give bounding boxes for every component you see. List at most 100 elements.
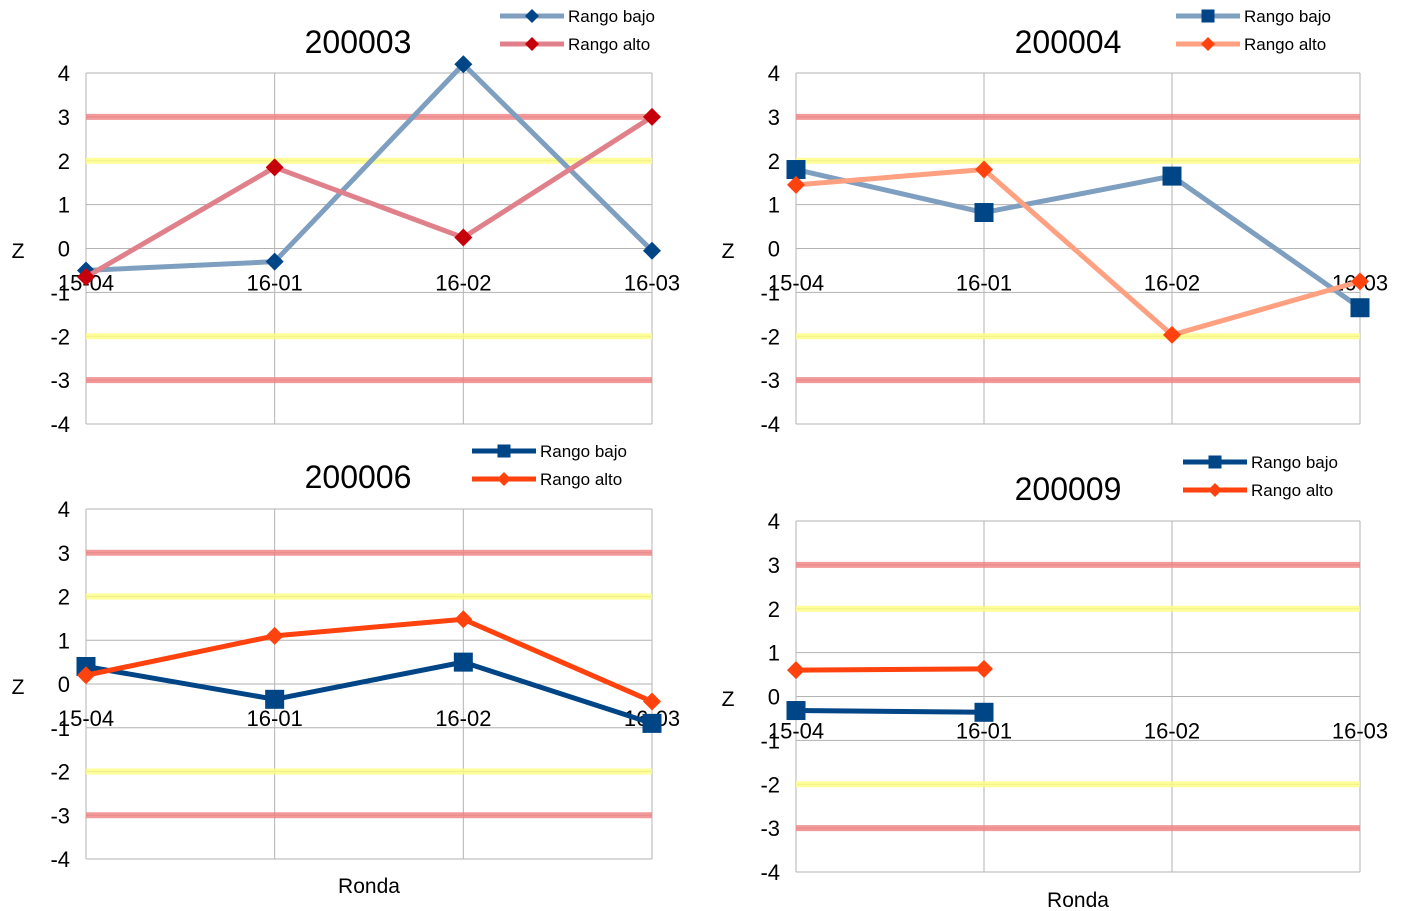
data-point [454, 228, 473, 247]
data-point [974, 203, 994, 223]
data-point [265, 626, 284, 645]
x-tick-label: 16-02 [435, 271, 491, 296]
legend-label: Rango alto [568, 35, 650, 54]
y-tick-label: 0 [768, 237, 780, 262]
data-point [975, 160, 993, 179]
data-point [643, 241, 661, 260]
legend-marker [1201, 37, 1215, 51]
y-axis-label: Z [12, 676, 25, 699]
y-tick-label: 4 [58, 497, 70, 522]
y-tick-label: -2 [760, 772, 780, 797]
data-point [786, 701, 806, 721]
data-point [1351, 272, 1369, 291]
x-tick-label: 16-02 [1144, 719, 1200, 744]
y-tick-label: -3 [760, 368, 780, 393]
data-point [453, 652, 473, 672]
data-point [975, 659, 993, 678]
chart-panel-200006: 43210-1-2-3-415-0416-0116-0216-03200006Z… [12, 442, 681, 898]
y-tick-label: 3 [768, 553, 780, 578]
chart-title: 200006 [305, 459, 412, 495]
data-point [642, 713, 662, 733]
y-tick-label: -3 [50, 368, 70, 393]
y-tick-label: 0 [58, 237, 70, 262]
y-axis-label: Z [12, 240, 25, 263]
y-tick-label: 3 [58, 105, 70, 130]
y-tick-label: 4 [58, 61, 70, 86]
legend-label: Rango bajo [540, 442, 627, 461]
chart-panel-200004: 43210-1-2-3-415-0416-0116-0216-03200004Z… [722, 7, 1389, 437]
series-line-1 [84, 114, 654, 280]
chart-title: 200003 [305, 24, 412, 60]
data-point [265, 252, 284, 271]
data-point [454, 610, 473, 629]
legend-marker [497, 472, 511, 486]
x-tick-label: 15-04 [768, 271, 824, 296]
y-tick-label: -1 [50, 716, 70, 741]
legend-label: Rango alto [1251, 481, 1333, 500]
chart-panel-200009: 4 3 2 1 0 -1 -2 -3 -4 15-04 16-01 16-02 16-03 200009 Z… [722, 453, 1389, 911]
y-tick-label: -1 [760, 280, 780, 305]
legend-label: Rango bajo [568, 7, 655, 26]
y-tick-label: 2 [58, 149, 70, 174]
y-tick-label: -2 [50, 324, 70, 349]
y-tick-label: 1 [58, 628, 70, 653]
y-tick-label: -3 [50, 803, 70, 828]
y-tick-label: -3 [760, 816, 780, 841]
legend-label: Rango alto [1244, 35, 1326, 54]
data-point [643, 692, 661, 711]
series-line-1 [85, 616, 653, 704]
legend-label: Rango bajo [1251, 453, 1338, 472]
y-tick-label: 0 [768, 685, 780, 710]
data-point [787, 661, 805, 680]
series-line-0 [85, 61, 654, 273]
data-point [787, 175, 805, 194]
y-tick-label: -4 [50, 847, 70, 872]
y-tick-label: 4 [768, 61, 780, 86]
y-tick-label: 2 [768, 597, 780, 622]
x-tick-label: 15-04 [58, 706, 114, 731]
data-point [974, 702, 994, 722]
legend-marker [1208, 483, 1222, 497]
chart-title: 200009 [1015, 471, 1122, 507]
y-tick-label: 2 [58, 585, 70, 610]
y-tick-label: 1 [768, 193, 780, 218]
x-tick-label: 16-01 [956, 271, 1012, 296]
y-axis-label: Z [722, 240, 735, 263]
legend-marker [525, 37, 539, 51]
data-point [77, 666, 95, 685]
data-point [265, 158, 284, 177]
series-line-1 [795, 167, 1361, 338]
legend-marker [497, 444, 511, 458]
x-tick-label: 16-01 [247, 706, 303, 731]
series-line-1 [795, 666, 985, 673]
series-line-0 [795, 167, 1362, 310]
x-tick-label: 15-04 [768, 719, 824, 744]
y-tick-label: -4 [760, 412, 780, 437]
data-point [786, 160, 806, 180]
chart-title: 200004 [1015, 24, 1122, 60]
legend-label: Rango alto [540, 470, 622, 489]
y-tick-label: 1 [58, 193, 70, 218]
x-tick-label: 16-01 [956, 719, 1012, 744]
data-point [454, 55, 473, 74]
data-point [643, 107, 661, 126]
y-tick-label: -2 [50, 760, 70, 785]
x-axis-label: Ronda [338, 875, 400, 898]
y-tick-label: -1 [760, 728, 780, 753]
y-tick-label: -4 [760, 860, 780, 885]
data-point [1350, 298, 1370, 318]
x-tick-label: 16-02 [435, 706, 491, 731]
y-tick-label: 2 [768, 149, 780, 174]
chart-panel-200003: 43210-1-2-3-415-0416-0116-0216-03200003Z… [12, 7, 681, 437]
data-point [1162, 166, 1182, 186]
y-tick-label: 4 [768, 509, 780, 534]
x-tick-label: 16-02 [1144, 271, 1200, 296]
x-axis-label: Ronda [1047, 889, 1109, 911]
y-tick-label: 1 [768, 641, 780, 666]
data-point [265, 689, 285, 709]
y-tick-label: -1 [50, 280, 70, 305]
y-tick-label: -4 [50, 412, 70, 437]
y-tick-label: 0 [58, 672, 70, 697]
legend-marker [1201, 9, 1215, 23]
